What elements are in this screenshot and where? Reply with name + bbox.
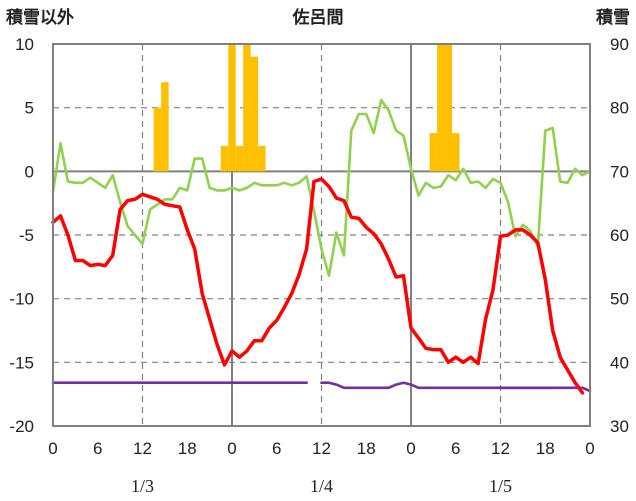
precip-bar: [220, 145, 229, 172]
hour-tick-label: 0: [585, 439, 594, 458]
precip-bar: [429, 133, 438, 172]
snow-depth-line: [499, 386, 592, 393]
right-tick-label: 60: [610, 226, 629, 245]
right-axis-label: 積雪: [596, 7, 630, 28]
precip-bar: [444, 44, 453, 172]
temperature-line: [51, 177, 585, 395]
precip-bar: [243, 44, 251, 172]
chart-title: 佐呂間: [292, 7, 344, 28]
hour-tick-label: 0: [227, 439, 236, 458]
wind-line: [51, 98, 592, 278]
hour-tick-label: 18: [178, 439, 197, 458]
left-tick-label: -20: [9, 417, 34, 436]
right-tick-label: 80: [610, 99, 629, 118]
precip-bar: [437, 44, 445, 172]
right-tick-label: 40: [610, 353, 629, 372]
right-tick-label: 50: [610, 290, 629, 309]
hour-tick-label: 0: [48, 439, 57, 458]
precip-bar: [250, 56, 259, 172]
day-label: 1/3: [131, 476, 154, 496]
hour-tick-label: 6: [451, 439, 460, 458]
right-tick-label: 30: [610, 417, 629, 436]
precip-bar: [258, 145, 266, 172]
precip-bar: [235, 145, 244, 172]
day-label: 1/4: [310, 476, 333, 496]
precip-bar: [161, 82, 169, 172]
data-lines: [51, 98, 592, 395]
left-tick-label: -15: [9, 353, 34, 372]
left-tick-label: 0: [25, 162, 34, 181]
plot-frame: [52, 43, 591, 427]
right-tick-label: 90: [610, 35, 629, 54]
hour-tick-label: 6: [272, 439, 281, 458]
hour-tick-label: 12: [491, 439, 510, 458]
precipitation-bars: [153, 44, 460, 172]
hour-tick-label: 12: [312, 439, 331, 458]
hour-tick-label: 18: [357, 439, 376, 458]
hour-tick-label: 12: [133, 439, 152, 458]
left-tick-label: -10: [9, 290, 34, 309]
precip-bar: [153, 107, 162, 172]
left-tick-label: 10: [15, 35, 34, 54]
left-tick-label: -5: [19, 226, 34, 245]
left-axis-label: 積雪以外: [6, 7, 74, 28]
hour-tick-label: 6: [93, 439, 102, 458]
precip-bar: [228, 44, 236, 172]
right-tick-label: 70: [610, 162, 629, 181]
hour-tick-label: 0: [406, 439, 415, 458]
hour-tick-label: 18: [536, 439, 555, 458]
precip-bar: [452, 133, 460, 172]
left-tick-label: 5: [25, 99, 34, 118]
day-label: 1/5: [489, 476, 512, 496]
